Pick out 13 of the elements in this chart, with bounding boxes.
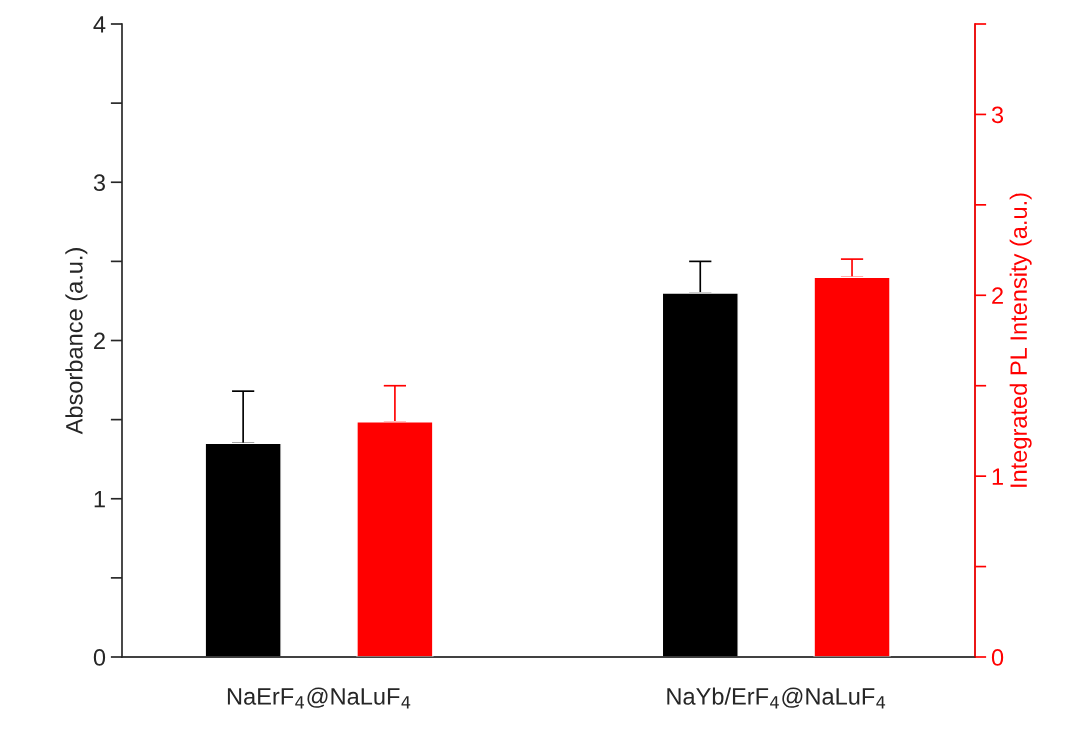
x-tick-label: NaYb/ErF$_{4}$@NaLuF$_{4}$	[667, 687, 886, 709]
y-tick-label: 3	[93, 174, 105, 192]
y-tick-label: 1	[94, 491, 105, 508]
y2-axis-title: Integrated PL Intensity (a.u.)	[1009, 193, 1032, 487]
y2-tick-label: 1	[992, 468, 1003, 485]
y2-tick-label: 0	[991, 649, 1004, 666]
y2-tick-label: 2	[992, 287, 1003, 304]
y2-tick-label: 3	[991, 106, 1004, 124]
y-axis-title: Absorbance (a.u.)	[65, 248, 88, 435]
y-tick-label: 4	[93, 16, 106, 33]
y-tick-label: 2	[94, 332, 105, 350]
y-tick-label: 0	[93, 649, 106, 666]
x-tick-label: NaErF$_{4}$@NaLuF$_{4}$	[227, 687, 411, 709]
